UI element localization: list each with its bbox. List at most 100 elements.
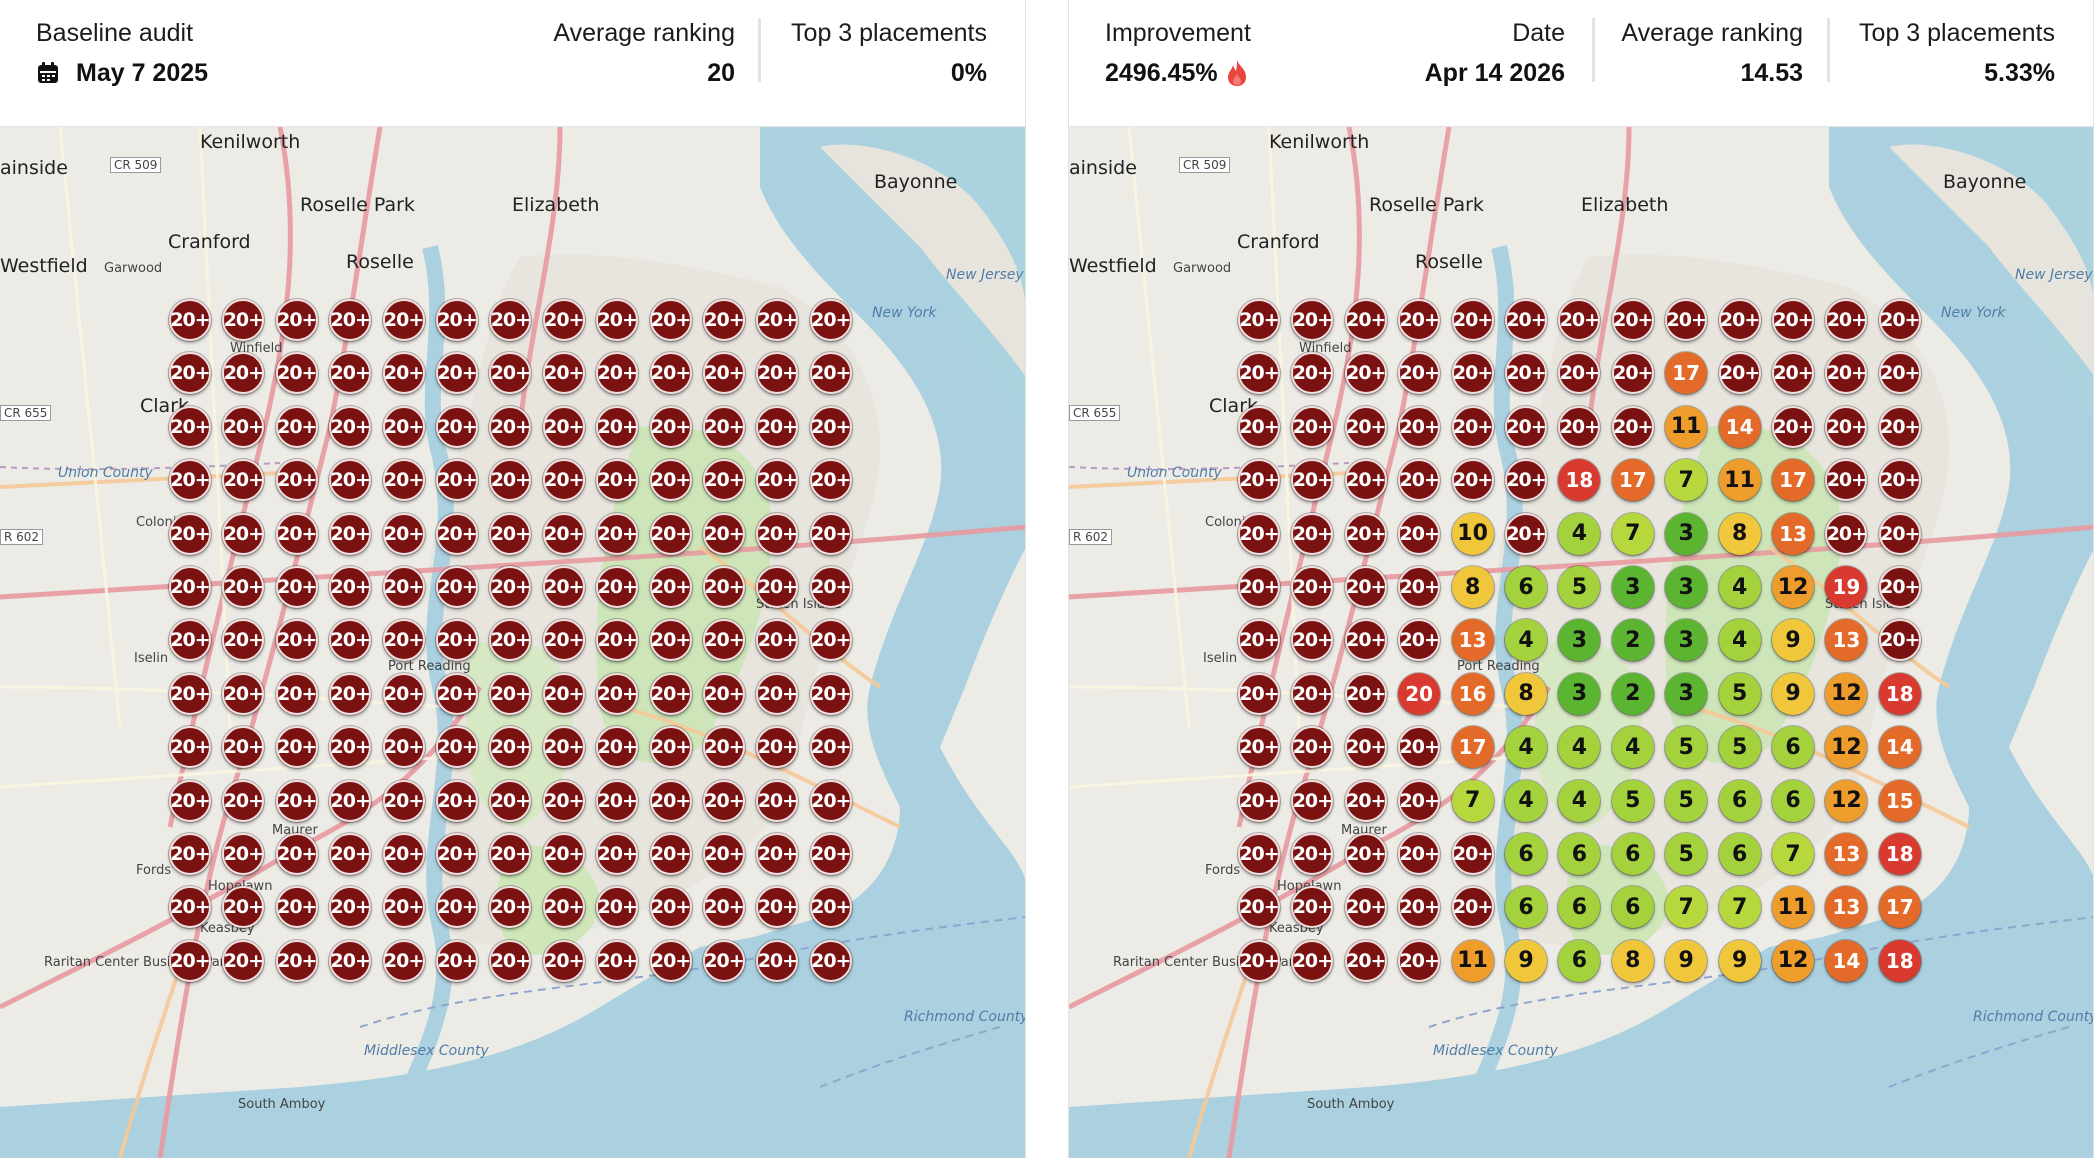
rank-pin[interactable]: 20+ xyxy=(809,939,852,982)
rank-pin[interactable]: 20+ xyxy=(329,833,372,875)
rank-pin[interactable]: 20+ xyxy=(169,566,211,608)
rank-pin[interactable]: 20+ xyxy=(1291,886,1334,929)
rank-pin[interactable]: 20+ xyxy=(703,352,745,395)
rank-pin[interactable]: 20+ xyxy=(382,726,425,769)
rank-pin[interactable]: 20+ xyxy=(1558,299,1601,341)
rank-pin[interactable]: 20+ xyxy=(382,779,425,822)
rank-pin[interactable]: 20+ xyxy=(275,939,318,982)
rank-pin[interactable]: 20+ xyxy=(436,299,478,341)
rank-pin[interactable]: 11 xyxy=(1772,886,1814,929)
rank-pin[interactable]: 20+ xyxy=(1878,619,1921,662)
rank-pin[interactable]: 20+ xyxy=(222,672,265,715)
rank-pin[interactable]: 20+ xyxy=(596,566,639,608)
rank-pin[interactable]: 20+ xyxy=(1291,726,1334,769)
rank-pin[interactable]: 20+ xyxy=(649,886,692,929)
rank-pin[interactable]: 10 xyxy=(1451,512,1494,555)
rank-pin[interactable]: 6 xyxy=(1558,886,1601,929)
rank-pin[interactable]: 5 xyxy=(1665,779,1708,822)
rank-pin[interactable]: 20+ xyxy=(1451,352,1494,395)
rank-pin[interactable]: 20+ xyxy=(649,779,692,822)
rank-pin[interactable]: 20+ xyxy=(809,512,852,555)
rank-pin[interactable]: 20+ xyxy=(703,886,745,929)
rank-pin[interactable]: 20+ xyxy=(703,512,745,555)
rank-pin[interactable]: 20+ xyxy=(756,299,799,341)
rank-pin[interactable]: 20+ xyxy=(1878,405,1921,448)
rank-pin[interactable]: 20+ xyxy=(703,726,745,769)
rank-pin[interactable]: 4 xyxy=(1558,512,1601,555)
rank-pin[interactable]: 20+ xyxy=(489,405,532,448)
rank-pin[interactable]: 13 xyxy=(1825,619,1868,662)
rank-pin[interactable]: 7 xyxy=(1665,886,1708,929)
rank-pin[interactable]: 20+ xyxy=(1344,512,1387,555)
rank-pin[interactable]: 20+ xyxy=(1238,672,1280,715)
rank-pin[interactable]: 20+ xyxy=(596,672,639,715)
rank-pin[interactable]: 20+ xyxy=(222,512,265,555)
rank-pin[interactable]: 20+ xyxy=(542,299,585,341)
rank-pin[interactable]: 20+ xyxy=(1398,405,1441,448)
rank-pin[interactable]: 20+ xyxy=(1878,512,1921,555)
rank-pin[interactable]: 6 xyxy=(1611,833,1654,875)
rank-pin[interactable]: 20+ xyxy=(756,886,799,929)
rank-pin[interactable]: 14 xyxy=(1825,939,1868,982)
rank-pin[interactable]: 20+ xyxy=(382,299,425,341)
rank-pin[interactable]: 20+ xyxy=(1398,512,1441,555)
rank-pin[interactable]: 6 xyxy=(1505,566,1547,608)
rank-pin[interactable]: 6 xyxy=(1772,779,1814,822)
rank-pin[interactable]: 20+ xyxy=(275,619,318,662)
rank-pin[interactable]: 20+ xyxy=(222,886,265,929)
rank-pin[interactable]: 20+ xyxy=(329,352,372,395)
rank-pin[interactable]: 14 xyxy=(1878,726,1921,769)
rank-pin[interactable]: 20+ xyxy=(222,619,265,662)
rank-pin[interactable]: 20+ xyxy=(809,779,852,822)
rank-pin[interactable]: 20+ xyxy=(1451,405,1494,448)
rank-pin[interactable]: 20+ xyxy=(436,939,478,982)
rank-pin[interactable]: 4 xyxy=(1718,566,1761,608)
rank-pin[interactable]: 20+ xyxy=(436,459,478,502)
rank-pin[interactable]: 17 xyxy=(1451,726,1494,769)
rank-pin[interactable]: 17 xyxy=(1878,886,1921,929)
rank-pin[interactable]: 6 xyxy=(1558,939,1601,982)
rank-pin[interactable]: 13 xyxy=(1825,833,1868,875)
rank-pin[interactable]: 20+ xyxy=(1825,352,1868,395)
rank-pin[interactable]: 20+ xyxy=(329,939,372,982)
rank-pin[interactable]: 20+ xyxy=(1291,352,1334,395)
rank-pin[interactable]: 20+ xyxy=(809,726,852,769)
rank-pin[interactable]: 20+ xyxy=(489,886,532,929)
rank-pin[interactable]: 4 xyxy=(1718,619,1761,662)
rank-pin[interactable]: 20+ xyxy=(596,405,639,448)
rank-pin[interactable]: 20+ xyxy=(169,672,211,715)
rank-pin[interactable]: 7 xyxy=(1665,459,1708,502)
rank-pin[interactable]: 20+ xyxy=(1238,299,1280,341)
rank-pin[interactable]: 20+ xyxy=(436,779,478,822)
rank-pin[interactable]: 20+ xyxy=(1238,459,1280,502)
rank-pin[interactable]: 20+ xyxy=(1772,405,1814,448)
rank-pin[interactable]: 20+ xyxy=(1291,459,1334,502)
rank-pin[interactable]: 20+ xyxy=(382,352,425,395)
rank-pin[interactable]: 19 xyxy=(1825,566,1868,608)
rank-pin[interactable]: 20+ xyxy=(1398,352,1441,395)
rank-pin[interactable]: 20+ xyxy=(1398,299,1441,341)
rank-pin[interactable]: 20+ xyxy=(1558,405,1601,448)
rank-pin[interactable]: 6 xyxy=(1718,779,1761,822)
rank-pin[interactable]: 9 xyxy=(1772,672,1814,715)
rank-pin[interactable]: 20+ xyxy=(1344,726,1387,769)
rank-pin[interactable]: 20+ xyxy=(596,299,639,341)
rank-pin[interactable]: 20+ xyxy=(1772,299,1814,341)
rank-pin[interactable]: 20+ xyxy=(1238,566,1280,608)
rank-pin[interactable]: 20+ xyxy=(1558,352,1601,395)
rank-pin[interactable]: 20+ xyxy=(169,619,211,662)
rank-pin[interactable]: 20+ xyxy=(275,405,318,448)
rank-pin[interactable]: 20+ xyxy=(1291,833,1334,875)
rank-pin[interactable]: 20+ xyxy=(1505,459,1547,502)
rank-pin[interactable]: 20+ xyxy=(756,726,799,769)
rank-pin[interactable]: 20+ xyxy=(542,726,585,769)
rank-pin[interactable]: 20+ xyxy=(275,512,318,555)
rank-pin[interactable]: 11 xyxy=(1718,459,1761,502)
rank-pin[interactable]: 20+ xyxy=(489,833,532,875)
rank-pin[interactable]: 20+ xyxy=(756,833,799,875)
rank-pin[interactable]: 20+ xyxy=(1344,939,1387,982)
rank-pin[interactable]: 20+ xyxy=(222,566,265,608)
rank-pin[interactable]: 20+ xyxy=(382,566,425,608)
rank-pin[interactable]: 20+ xyxy=(1878,352,1921,395)
rank-pin[interactable]: 20+ xyxy=(649,405,692,448)
